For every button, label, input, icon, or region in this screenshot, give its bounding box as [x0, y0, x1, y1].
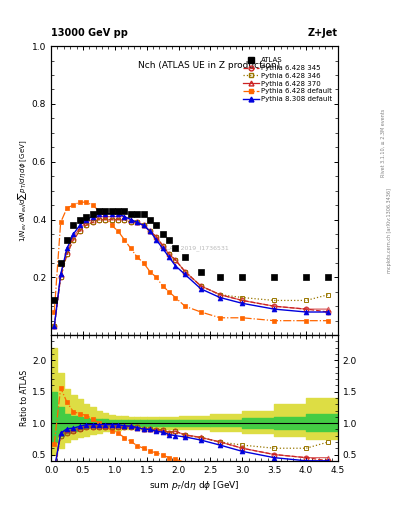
Text: 13000 GeV pp: 13000 GeV pp — [51, 28, 128, 38]
Legend: ATLAS, Pythia 6.428 345, Pythia 6.428 346, Pythia 6.428 370, Pythia 6.428 defaul: ATLAS, Pythia 6.428 345, Pythia 6.428 34… — [241, 55, 334, 104]
Text: Nch (ATLAS UE in Z production): Nch (ATLAS UE in Z production) — [138, 60, 280, 70]
Text: ATLAS_2019_I1736531: ATLAS_2019_I1736531 — [159, 246, 230, 251]
Text: mcplots.cern.ch [arXiv:1306.3436]: mcplots.cern.ch [arXiv:1306.3436] — [387, 188, 391, 273]
X-axis label: sum $p_T$/d$\eta$ d$\phi$ [GeV]: sum $p_T$/d$\eta$ d$\phi$ [GeV] — [149, 479, 240, 492]
Y-axis label: Ratio to ATLAS: Ratio to ATLAS — [20, 370, 29, 426]
Text: Z+Jet: Z+Jet — [308, 28, 338, 38]
Text: Rivet 3.1.10, ≥ 2.3M events: Rivet 3.1.10, ≥ 2.3M events — [381, 109, 386, 178]
Y-axis label: $1/N_{ev}$ $dN_{ev}/d\sum p_T/d\eta\,d\phi$ [GeV]: $1/N_{ev}$ $dN_{ev}/d\sum p_T/d\eta\,d\p… — [16, 139, 29, 242]
